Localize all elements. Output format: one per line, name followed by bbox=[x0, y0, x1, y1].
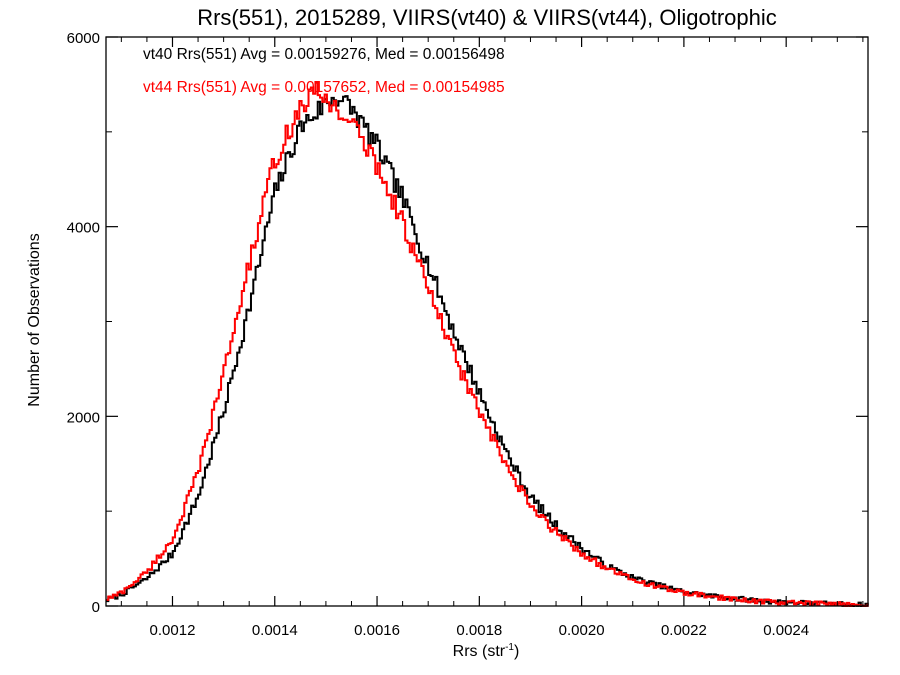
y-tick-label: 2000 bbox=[67, 409, 100, 426]
x-tick-label: 0.0018 bbox=[456, 622, 502, 639]
x-axis-label-close: ) bbox=[514, 643, 519, 660]
y-tick-label: 0 bbox=[92, 599, 100, 616]
y-axis-label: Number of Observations bbox=[26, 233, 43, 406]
x-tick-label: 0.0022 bbox=[661, 622, 707, 639]
legend-entry-vt40: vt40 Rrs(551) Avg = 0.00159276, Med = 0.… bbox=[143, 46, 505, 63]
x-tick-label: 0.0012 bbox=[150, 622, 196, 639]
x-tick-label: 0.0014 bbox=[252, 622, 298, 639]
y-tick-label: 4000 bbox=[67, 220, 100, 237]
series-layer bbox=[106, 80, 869, 607]
x-axis-label: Rrs (str-1) bbox=[453, 642, 520, 660]
ticks-layer: 0.0012 0.0014 0.0016 0.0018 0.0020 0.0022 0.00… bbox=[67, 30, 868, 639]
legend-entry-vt44: vt44 Rrs(551) Avg = 0.00157652, Med = 0.… bbox=[143, 79, 505, 96]
y-tick-label: 6000 bbox=[67, 30, 100, 47]
x-axis-label-main: Rrs (str bbox=[453, 643, 506, 660]
series-line-vt40 bbox=[106, 95, 869, 607]
x-axis-label-superscript: -1 bbox=[505, 642, 514, 653]
chart-title: Rrs(551), 2015289, VIIRS(vt40) & VIIRS(v… bbox=[197, 5, 777, 30]
x-tick-label: 0.0020 bbox=[559, 622, 605, 639]
series-line-vt44 bbox=[106, 80, 869, 607]
x-tick-label: 0.0016 bbox=[354, 622, 400, 639]
plot-frame bbox=[105, 36, 869, 607]
x-tick-label: 0.0024 bbox=[763, 622, 809, 639]
